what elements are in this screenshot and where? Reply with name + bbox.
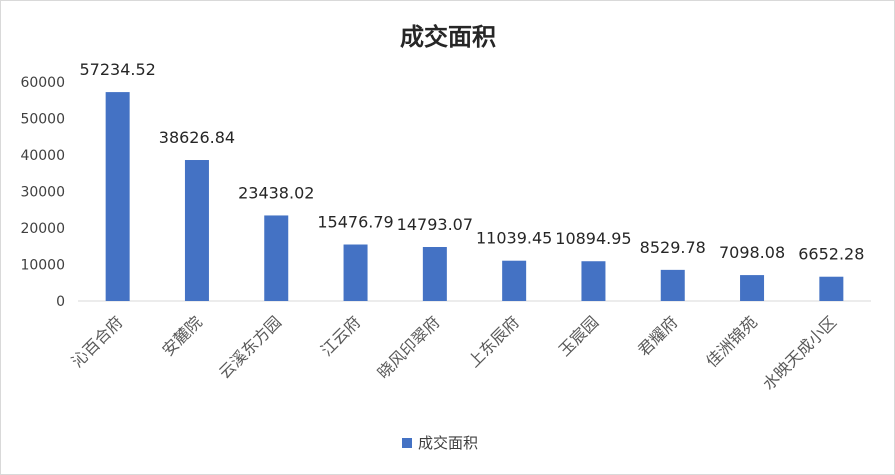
y-tick-label: 30000 <box>20 185 65 201</box>
x-tick-label: 晓风印翠府 <box>374 312 444 382</box>
bar <box>343 244 368 301</box>
x-tick-label: 安麓院 <box>158 312 205 359</box>
data-label: 7098.08 <box>719 243 785 262</box>
x-tick-label: 云溪东方园 <box>215 312 285 382</box>
data-label: 10894.95 <box>555 229 631 248</box>
data-label: 14793.07 <box>397 215 473 234</box>
x-tick-label: 上东辰府 <box>464 312 523 371</box>
y-tick-label: 40000 <box>20 148 65 164</box>
y-tick-label: 10000 <box>20 258 65 274</box>
data-label: 11039.45 <box>476 229 552 248</box>
bar <box>422 247 447 301</box>
x-tick-label: 佳洲锦苑 <box>702 312 761 371</box>
data-label: 23438.02 <box>238 183 314 202</box>
bar <box>502 260 527 301</box>
data-label: 6652.28 <box>798 245 864 264</box>
x-tick-label: 君耀府 <box>634 312 681 359</box>
bar <box>819 276 844 301</box>
bar <box>740 275 765 301</box>
x-tick-label: 玉宸园 <box>555 312 602 359</box>
y-tick-label: 20000 <box>20 221 65 237</box>
x-tick-label: 江云府 <box>317 312 364 359</box>
data-label: 15476.79 <box>317 213 393 232</box>
data-label: 38626.84 <box>159 128 235 147</box>
data-label: 57234.52 <box>79 60 155 79</box>
y-tick-label: 0 <box>56 294 65 310</box>
y-axis: 0 10000 20000 30000 40000 50000 60000 <box>20 75 65 310</box>
data-label: 8529.78 <box>640 238 706 257</box>
bar <box>660 269 685 301</box>
bar <box>264 215 289 301</box>
bar <box>581 261 606 301</box>
bar <box>184 160 209 301</box>
legend-label: 成交面积 <box>418 434 478 452</box>
y-tick-label: 50000 <box>20 112 65 128</box>
chart-title: 成交面积 <box>400 23 496 51</box>
bar <box>105 92 130 302</box>
legend: 成交面积 <box>402 434 478 452</box>
y-tick-label: 60000 <box>20 75 65 91</box>
bars <box>105 92 844 302</box>
x-tick-label: 水映天成小区 <box>759 312 840 393</box>
legend-swatch <box>402 438 412 448</box>
x-tick-label: 沁百合府 <box>68 312 127 371</box>
